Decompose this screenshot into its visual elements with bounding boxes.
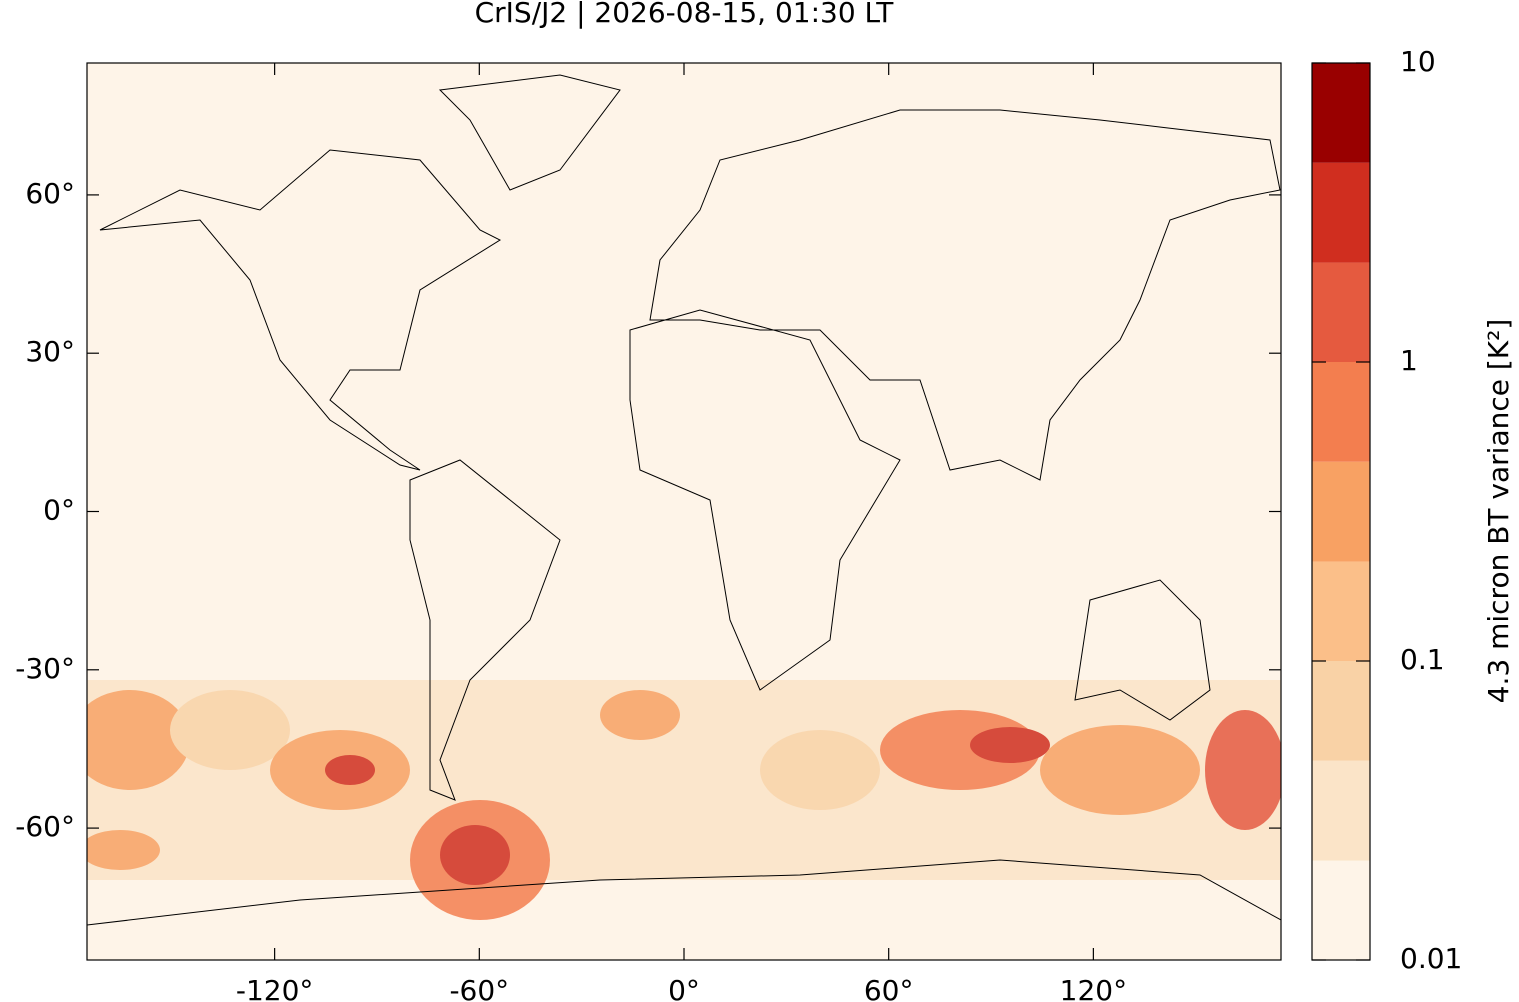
y-tick-label: -30° bbox=[15, 652, 75, 685]
coastline bbox=[438, 74, 621, 191]
colorbar-label: 4.3 micron BT variance [K²] bbox=[1482, 319, 1515, 704]
y-tick-label: 0° bbox=[43, 494, 75, 527]
colorbar-band bbox=[1312, 362, 1370, 462]
colorbar-tick-label: 0.01 bbox=[1400, 942, 1462, 975]
colorbar-band bbox=[1312, 461, 1370, 562]
x-tick-label: 60° bbox=[864, 974, 914, 1002]
colorbar-band bbox=[1312, 661, 1370, 761]
map-area bbox=[87, 63, 1281, 960]
colorbar-band bbox=[1312, 860, 1370, 960]
colorbar-tick-label: 10 bbox=[1400, 45, 1436, 78]
colorbar-band bbox=[1312, 262, 1370, 362]
x-tick-label: 120° bbox=[1060, 974, 1127, 1002]
colorbar-band bbox=[1312, 63, 1370, 163]
y-tick-label: 30° bbox=[25, 335, 75, 368]
colorbar-frame bbox=[1311, 62, 1371, 961]
y-tick-label: 60° bbox=[25, 177, 75, 210]
colorbar-band bbox=[1312, 760, 1370, 861]
coastline bbox=[409, 459, 561, 801]
colorbar-band bbox=[1312, 561, 1370, 661]
colorbar bbox=[1312, 63, 1370, 960]
x-tick-label: -60° bbox=[449, 974, 509, 1002]
coastline bbox=[1074, 579, 1211, 721]
colorbar-tick-label: 0.1 bbox=[1400, 643, 1445, 676]
x-tick-label: 0° bbox=[668, 974, 700, 1002]
coastline bbox=[649, 109, 1281, 481]
colorbar-tick-label: 1 bbox=[1400, 344, 1418, 377]
coastline bbox=[629, 309, 901, 691]
coastline bbox=[99, 149, 502, 471]
x-tick-label: -120° bbox=[236, 974, 314, 1002]
coastline bbox=[87, 859, 1281, 926]
y-tick-label: -60° bbox=[15, 810, 75, 843]
chart-title: CrIS/J2 | 2026-08-15, 01:30 LT bbox=[475, 0, 895, 29]
colorbar-band bbox=[1312, 162, 1370, 263]
